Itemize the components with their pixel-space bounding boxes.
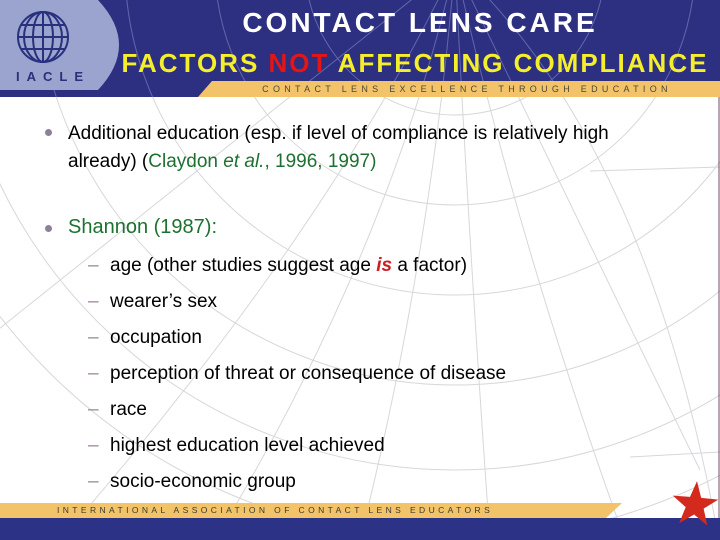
tagline-text: CONTACT LENS EXCELLENCE THROUGH EDUCATIO… bbox=[262, 84, 672, 94]
dash-marker: – bbox=[88, 327, 99, 348]
iacle-logo-panel: IACLE bbox=[0, 0, 132, 90]
slide-header: IACLE CONTACT LENS CARE FACTORS NOT AFFE… bbox=[0, 0, 720, 97]
iacle-logo-text: IACLE bbox=[16, 69, 90, 84]
slide-subtitle: FACTORS NOT AFFECTING COMPLIANCE bbox=[110, 48, 720, 79]
iacle-globe-icon bbox=[17, 11, 69, 63]
citation-etal: et al. bbox=[223, 151, 265, 172]
sub-bullet-age: – age (other studies suggest age is a fac… bbox=[88, 256, 467, 276]
age-is-emphasis: is bbox=[376, 255, 393, 276]
sub-bullet-education-level: – highest education level achieved bbox=[88, 436, 385, 456]
citation-name: Claydon bbox=[148, 151, 224, 172]
tagline-strip: CONTACT LENS EXCELLENCE THROUGH EDUCATIO… bbox=[198, 81, 720, 97]
sub-bullet-socio-economic: – socio-economic group bbox=[88, 472, 296, 492]
dash-marker: – bbox=[88, 399, 99, 420]
sub-bullet-text: occupation bbox=[110, 327, 202, 348]
dash-marker: – bbox=[88, 255, 99, 276]
age-text-post: a factor) bbox=[392, 255, 468, 276]
sub-bullet-text: socio-economic group bbox=[110, 471, 296, 492]
bullet-additional-education: Additional education (esp. if level of c… bbox=[68, 120, 718, 176]
footer-banner-text: INTERNATIONAL ASSOCIATION OF CONTACT LEN… bbox=[57, 505, 494, 515]
sub-bullet-text: highest education level achieved bbox=[110, 435, 385, 456]
subtitle-prefix: FACTORS bbox=[121, 48, 269, 78]
sub-bullet-perception: – perception of threat or consequence of … bbox=[88, 364, 506, 384]
logo-panel-shape bbox=[0, 0, 119, 90]
bullet1-line1: Additional education (esp. if level of c… bbox=[68, 123, 609, 144]
subtitle-suffix: AFFECTING COMPLIANCE bbox=[329, 48, 709, 78]
bullet1-line2-prefix: already) ( bbox=[68, 151, 149, 172]
sub-bullet-text: race bbox=[110, 399, 147, 420]
footer-gold-strip: INTERNATIONAL ASSOCIATION OF CONTACT LEN… bbox=[0, 503, 622, 518]
slide-right-edge-line bbox=[718, 97, 720, 518]
sub-bullet-race: – race bbox=[88, 400, 147, 420]
star-icon bbox=[672, 481, 719, 526]
bullet-shannon: Shannon (1987): bbox=[68, 216, 218, 238]
subtitle-not-emphasis: NOT bbox=[268, 48, 330, 78]
citation-years: , 1996, 1997) bbox=[264, 151, 377, 172]
bullet-marker bbox=[45, 129, 52, 136]
sub-bullet-text: wearer’s sex bbox=[110, 291, 218, 312]
dash-marker: – bbox=[88, 291, 99, 312]
sub-bullet-text: perception of threat or consequence of d… bbox=[110, 363, 507, 384]
dash-marker: – bbox=[88, 435, 99, 456]
dash-marker: – bbox=[88, 363, 99, 384]
bullet-marker bbox=[45, 225, 52, 232]
sub-bullet-wearers-sex: – wearer’s sex bbox=[88, 292, 217, 312]
dash-marker: – bbox=[88, 471, 99, 492]
footer-navy-bar bbox=[0, 518, 720, 540]
age-text-pre: age (other studies suggest age bbox=[110, 255, 377, 276]
slide-title: CONTACT LENS CARE bbox=[242, 7, 598, 38]
sub-bullet-occupation: – occupation bbox=[88, 328, 202, 348]
